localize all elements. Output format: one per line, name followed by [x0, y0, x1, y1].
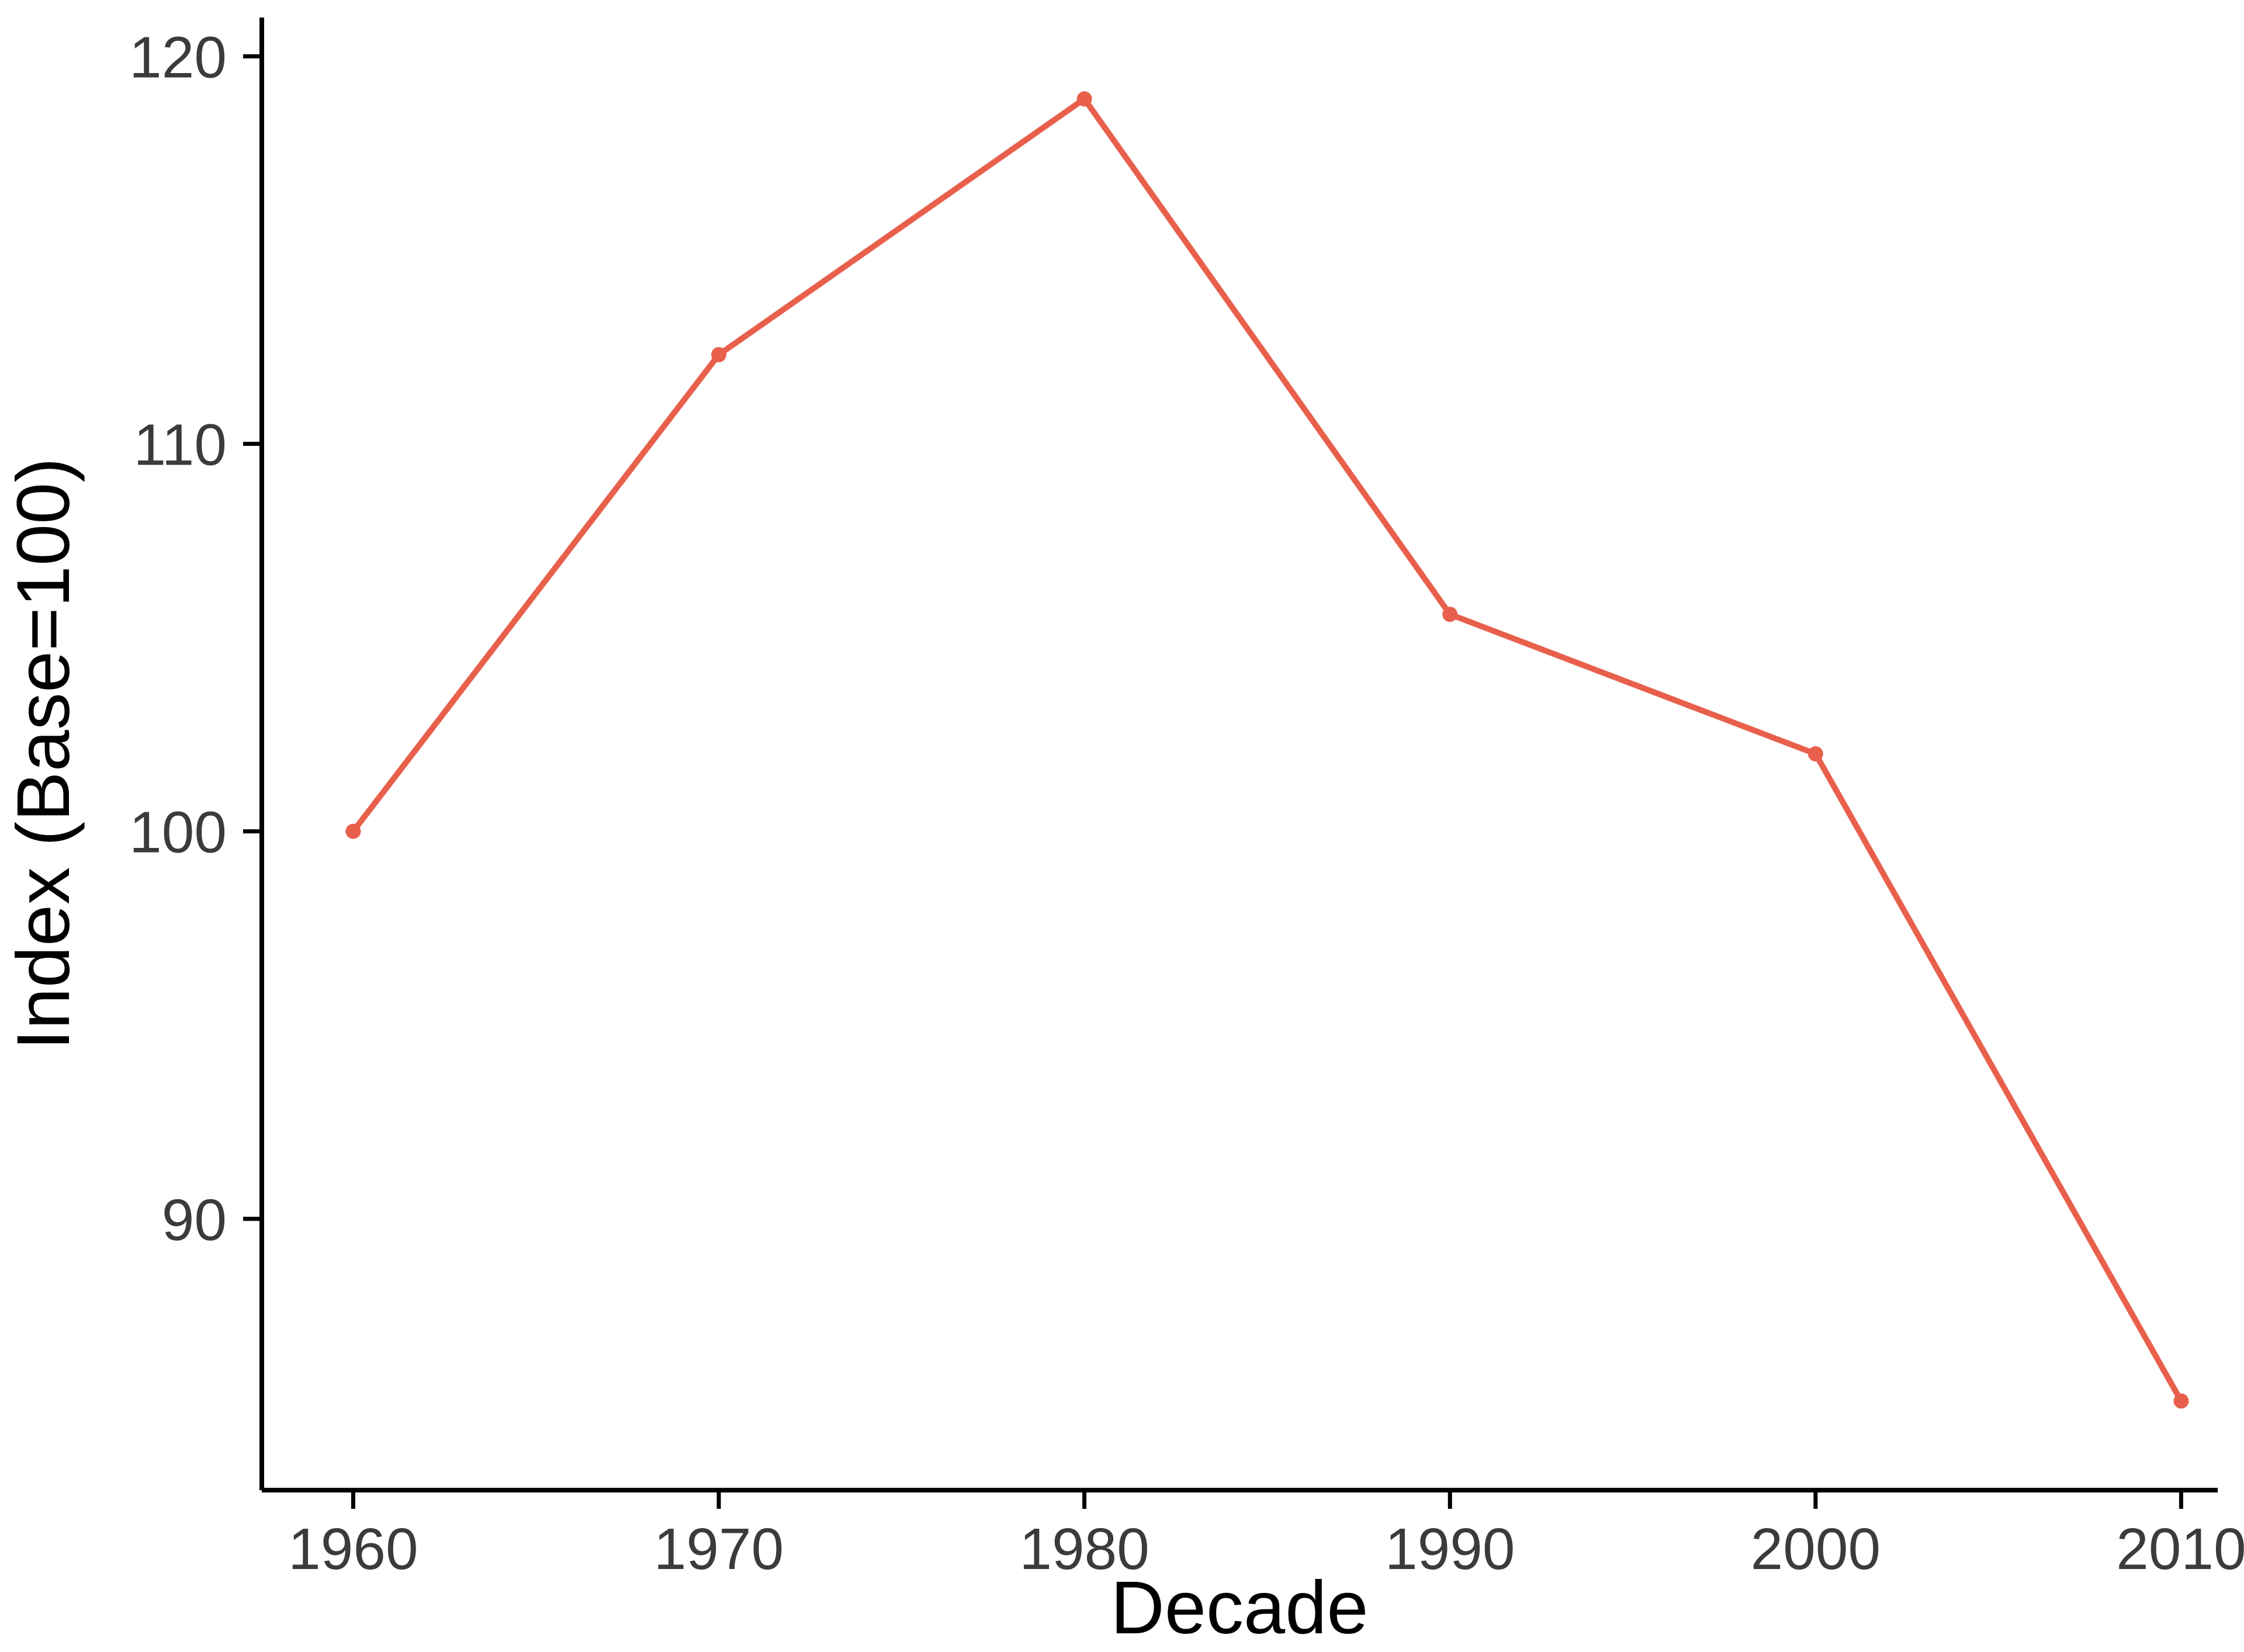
data-point	[711, 347, 727, 362]
axes-layer	[259, 18, 2218, 1492]
series-line	[350, 96, 2184, 1404]
x-tick-label: 2010	[2116, 1516, 2244, 1582]
y-tick-label: 110	[134, 412, 227, 477]
x-axis-title: Decade	[1110, 1566, 1368, 1650]
x-tick-label: 1990	[1385, 1516, 1515, 1582]
x-tick-label: 1960	[288, 1516, 418, 1582]
y-axis-title: Index (Base=100)	[2, 458, 85, 1050]
y-tick-label: 90	[162, 1187, 227, 1253]
x-tick-label: 1970	[654, 1516, 784, 1582]
line-series	[345, 91, 2189, 1409]
x-tick-label: 1980	[1019, 1516, 1149, 1582]
data-point	[1442, 607, 1458, 622]
ticks-layer: 90 100 110 120 1960 1970 1980 1990 2000 2010	[129, 25, 2244, 1582]
data-point	[2173, 1393, 2189, 1409]
data-point	[1076, 91, 1092, 107]
data-point	[345, 823, 361, 839]
data-point	[1807, 746, 1823, 761]
x-tick-label: 2000	[1751, 1516, 1881, 1582]
y-tick-label: 100	[129, 800, 227, 865]
y-tick-label: 120	[129, 25, 227, 90]
